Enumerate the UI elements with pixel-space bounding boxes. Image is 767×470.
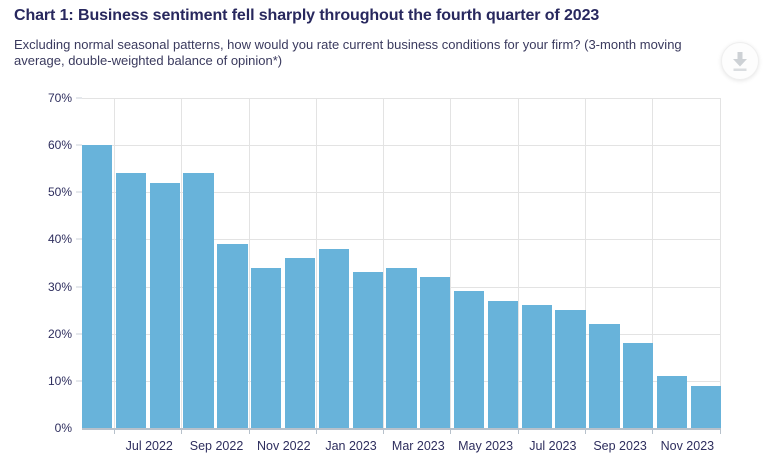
x-axis-tick — [517, 430, 519, 434]
x-axis-tick-label: Nov 2022 — [257, 439, 311, 453]
x-axis-tick — [584, 430, 586, 434]
bar-apr-2023[interactable] — [453, 291, 485, 428]
bar-sep-2023[interactable] — [623, 343, 654, 428]
gridline-vertical — [114, 98, 116, 428]
y-axis-tick-label: 60% — [47, 138, 72, 153]
x-axis-tick-label: Mar 2023 — [391, 439, 445, 453]
y-axis-tick-label: 70% — [47, 91, 72, 105]
x-axis-tick — [181, 430, 183, 434]
x-axis-tick-label: Sep 2022 — [189, 439, 244, 453]
bar-feb-2023[interactable] — [386, 267, 417, 428]
bar-may-2023[interactable] — [487, 300, 519, 428]
download-button[interactable] — [721, 42, 759, 80]
y-axis-ticks — [76, 97, 82, 428]
bar-aug-2022[interactable] — [183, 173, 214, 428]
gridline-vertical — [181, 98, 183, 428]
x-axis-tick — [248, 430, 250, 434]
x-axis-tick — [315, 430, 317, 434]
x-axis-tick-label: Nov 2023 — [660, 439, 715, 453]
bar-nov-2023[interactable] — [690, 385, 721, 428]
bar-oct-2022[interactable] — [251, 267, 282, 428]
bar-dec-2022[interactable] — [318, 248, 349, 428]
gridline-vertical — [248, 98, 250, 428]
gridline-vertical — [652, 98, 654, 428]
y-axis-tick-label: 0% — [54, 421, 72, 435]
y-axis-tick — [76, 238, 82, 240]
gridline-horizontal — [82, 145, 721, 147]
x-axis-tick-label: Jan 2023 — [325, 439, 377, 453]
x-axis-tick — [652, 430, 654, 434]
x-axis-tick-label: Jul 2022 — [125, 439, 173, 453]
bar-aug-2023[interactable] — [589, 324, 620, 428]
y-axis-tick — [76, 144, 82, 146]
y-axis-tick — [76, 286, 82, 288]
x-axis-tick-label: May 2023 — [458, 439, 514, 453]
download-icon — [727, 48, 753, 74]
bar-mar-2023[interactable] — [420, 277, 451, 428]
gridline-horizontal — [82, 192, 721, 194]
y-axis-tick-label: 10% — [47, 373, 72, 388]
bar-sep-2022[interactable] — [217, 244, 248, 428]
gridline-horizontal — [82, 239, 721, 241]
x-axis-tick-label: Jul 2023 — [529, 439, 577, 453]
y-axis-tick-label: 50% — [47, 185, 72, 200]
bar-jul-2023[interactable] — [555, 310, 586, 428]
y-axis-tick-label: 30% — [47, 279, 72, 294]
y-axis-tick — [76, 191, 82, 193]
bar-jun-2023[interactable] — [521, 305, 552, 428]
gridline-vertical — [517, 98, 519, 428]
x-axis-tick — [114, 430, 116, 434]
gridline-vertical — [315, 98, 317, 428]
x-axis-tick — [383, 430, 385, 434]
y-axis-labels: 0% 10% 20% 30% 40% 50% 60% 70% — [0, 91, 72, 435]
bar-oct-2023[interactable] — [656, 376, 688, 428]
x-axis-tick — [450, 430, 452, 434]
bars — [82, 98, 721, 428]
y-axis-tick-label: 20% — [47, 326, 72, 341]
x-axis-tick-label: Sep 2023 — [593, 439, 647, 453]
y-axis-tick — [76, 97, 82, 99]
y-axis-tick — [76, 380, 82, 382]
y-axis-tick-label: 40% — [47, 232, 72, 247]
gridline-vertical — [450, 98, 452, 428]
bar-jul-2022[interactable] — [149, 182, 180, 428]
bar-nov-2022[interactable] — [284, 258, 316, 428]
plot-area — [82, 98, 721, 434]
bar-jun-2022[interactable] — [115, 173, 147, 428]
gridline-vertical — [584, 98, 586, 428]
gridline-vertical — [719, 98, 721, 428]
x-axis-tick — [719, 430, 721, 434]
x-axis-labels: Jul 2022 Sep 2022 Nov 2022 Jan 2023 Mar 2023… — [82, 439, 721, 455]
chart-subtitle: Excluding normal seasonal patterns, how … — [14, 37, 682, 68]
bar-jan-2023[interactable] — [352, 272, 383, 428]
gridline-horizontal — [82, 98, 721, 99]
chart-title: Chart 1: Business sentiment fell sharply… — [14, 7, 600, 24]
bar-may-2022[interactable] — [82, 145, 113, 428]
y-axis-tick — [76, 333, 82, 335]
gridline-vertical — [383, 98, 385, 428]
